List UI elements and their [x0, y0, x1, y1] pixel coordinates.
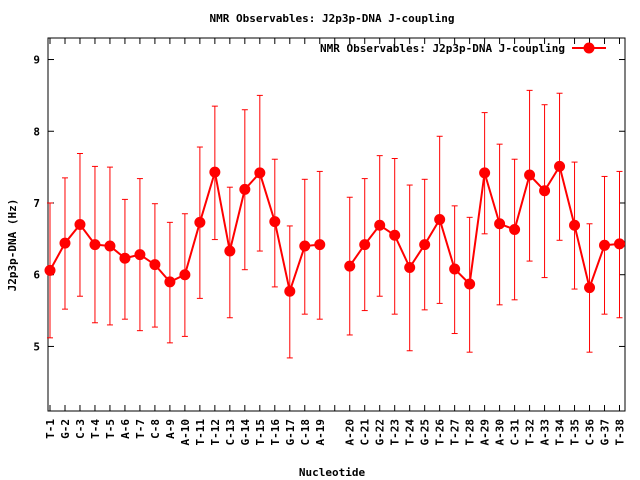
- series-lines: [49, 163, 620, 295]
- data-point: [554, 160, 566, 172]
- x-tick-label: A-33: [539, 419, 552, 446]
- x-tick-label: A-10: [179, 419, 192, 446]
- x-tick-label: T-12: [209, 419, 222, 446]
- x-tick-label: A-20: [344, 419, 357, 446]
- x-tick-label: C-31: [509, 419, 522, 446]
- legend-label: NMR Observables: J2p3p-DNA J-coupling: [320, 42, 565, 55]
- data-point: [299, 240, 311, 252]
- data-point: [404, 262, 416, 274]
- x-tick-label: G-37: [599, 419, 612, 446]
- plot-axes: [47, 37, 626, 412]
- data-point: [44, 264, 56, 276]
- x-tick-label: T-35: [569, 419, 582, 446]
- x-tick-label: C-21: [359, 419, 372, 446]
- x-tick-label: C-18: [299, 419, 312, 446]
- data-point: [134, 249, 146, 261]
- x-tick-label: C-8: [149, 419, 162, 439]
- x-tick-labels: T-1 G-2 C-3 T-4 T-5 A-6 T-7 C-8 A-9 A-10 T-11 T-12 C…: [44, 419, 627, 446]
- x-tick-label: G-14: [239, 419, 252, 446]
- data-point: [74, 219, 86, 230]
- x-tick-label: T-4: [89, 419, 102, 439]
- chart-title: NMR Observables: J2p3p-DNA J-coupling: [209, 12, 454, 25]
- data-point: [269, 216, 281, 228]
- data-point: [359, 239, 371, 251]
- data-point: [584, 282, 596, 294]
- data-point: [449, 263, 461, 275]
- x-tick-label: C-13: [224, 419, 237, 446]
- data-point: [104, 240, 116, 252]
- x-tick-label: A-19: [314, 419, 327, 446]
- data-point: [164, 276, 176, 288]
- y-tick-labels: 5 6 7 8 9: [33, 54, 40, 354]
- x-tick-label: T-24: [404, 419, 417, 446]
- y-tick-label: 7: [33, 197, 40, 210]
- y-tick-label: 6: [33, 269, 40, 282]
- x-tick-label: T-11: [194, 419, 207, 446]
- x-tick-label: G-2: [59, 419, 72, 439]
- x-tick-label: C-36: [584, 419, 597, 446]
- data-point: [344, 260, 356, 272]
- data-point: [419, 239, 431, 251]
- data-point: [209, 166, 221, 178]
- data-point: [59, 237, 71, 249]
- data-point: [119, 252, 131, 264]
- data-point: [509, 224, 521, 236]
- series-points: [44, 160, 626, 297]
- plot-frame: [47, 37, 626, 412]
- data-point: [434, 213, 446, 225]
- x-tick-label: T-27: [449, 419, 462, 446]
- y-tick-label: 5: [33, 340, 40, 353]
- x-tick-label: T-32: [524, 419, 537, 446]
- data-point: [194, 216, 206, 228]
- data-point: [239, 183, 251, 195]
- x-tick-label: C-3: [74, 419, 87, 439]
- x-tick-label: A-29: [479, 419, 492, 446]
- data-point: [254, 167, 266, 179]
- data-point: [284, 285, 296, 297]
- x-tick-label: T-16: [269, 419, 282, 446]
- error-bars: [47, 89, 623, 359]
- data-point: [614, 238, 626, 250]
- x-tick-label: T-34: [554, 419, 567, 446]
- data-point: [389, 229, 401, 241]
- x-tick-label: T-15: [254, 419, 267, 446]
- legend: NMR Observables: J2p3p-DNA J-coupling: [320, 42, 606, 55]
- x-tick-label: A-30: [494, 419, 507, 446]
- data-point: [494, 218, 506, 230]
- data-point: [539, 185, 551, 197]
- x-tick-label: T-28: [464, 419, 477, 446]
- x-tick-label: A-9: [164, 419, 177, 439]
- data-point: [524, 169, 536, 181]
- data-point: [374, 219, 386, 231]
- y-tick-label: 8: [33, 125, 40, 138]
- x-tick-label: T-26: [434, 419, 447, 446]
- data-point: [599, 239, 611, 251]
- x-axis-label: Nucleotide: [299, 466, 366, 479]
- data-point: [89, 239, 101, 251]
- data-point: [569, 219, 581, 231]
- legend-marker: [583, 42, 595, 54]
- x-tick-label: G-25: [419, 419, 432, 446]
- data-point: [479, 167, 491, 179]
- y-tick-label: 9: [33, 54, 40, 67]
- x-tick-label: T-1: [44, 419, 57, 439]
- x-tick-label: G-22: [374, 419, 387, 446]
- y-axis-label: J2p3p-DNA (Hz): [6, 199, 19, 292]
- data-point: [149, 259, 161, 271]
- x-tick-label: T-23: [389, 419, 402, 446]
- x-tick-label: T-38: [614, 419, 627, 446]
- data-point: [179, 269, 191, 281]
- x-tick-label: A-6: [119, 419, 132, 439]
- data-point: [314, 239, 326, 251]
- x-tick-label: T-7: [134, 419, 147, 439]
- x-tick-label: T-5: [104, 419, 117, 439]
- x-tick-label: G-17: [284, 419, 297, 446]
- data-point: [464, 278, 476, 290]
- data-point: [224, 245, 236, 257]
